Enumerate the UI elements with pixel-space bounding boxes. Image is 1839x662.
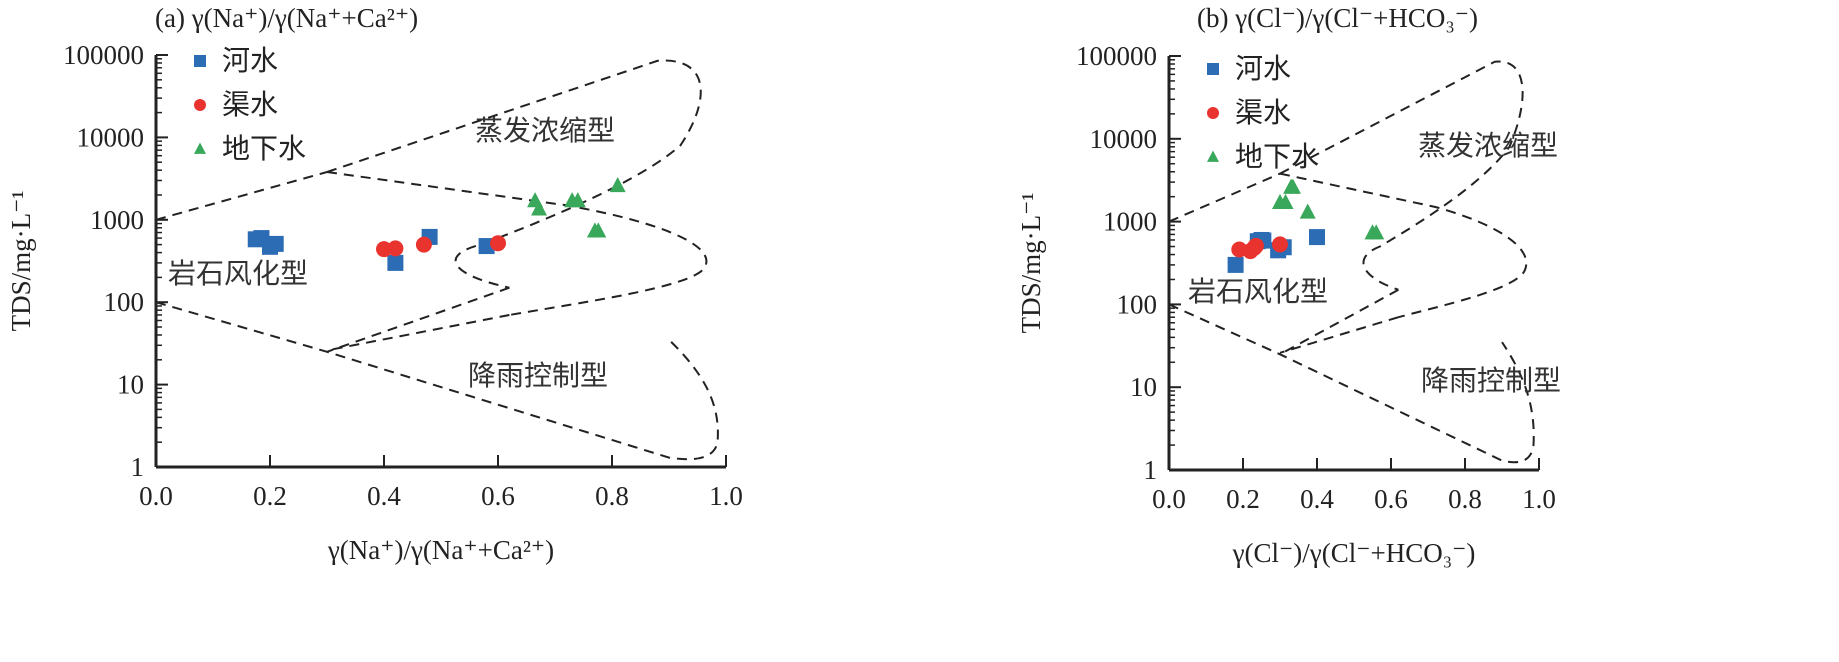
y-tick-label: 1	[131, 452, 145, 482]
x-tick-label: 0.2	[253, 481, 287, 511]
region-boundary-dashed	[326, 59, 702, 289]
x-tick-label: 0.6	[481, 481, 515, 511]
region-label: 蒸发浓缩型	[1418, 129, 1558, 162]
x-tick-label: 0.0	[139, 481, 173, 511]
region-label: 岩石风化型	[1188, 275, 1328, 308]
x-tick-label: 0.4	[367, 481, 401, 511]
region-boundary-dashed	[155, 301, 719, 461]
x-axis-title: γ(Na⁺)/γ(Na⁺+Ca²⁺)	[327, 535, 554, 565]
y-tick-label: 100	[1117, 289, 1158, 319]
chart-title: (a) γ(Na⁺)/γ(Na⁺+Ca²⁺)	[155, 3, 418, 33]
data-point-circle	[490, 235, 506, 252]
region-boundary-dashed	[326, 171, 708, 316]
data-point-square	[1227, 256, 1244, 273]
region-boundary-dashed	[1168, 172, 1281, 223]
x-axis-title: γ(Cl⁻)/γ(Cl⁻+HCO₃⁻)	[1232, 538, 1476, 568]
y-axis-title: TDS/mg·L⁻¹	[6, 191, 36, 332]
data-point-circle	[1272, 236, 1288, 253]
y-tick-label: 1000	[90, 205, 144, 235]
y-tick-label: 1	[1144, 455, 1158, 485]
data-point-triangle	[569, 192, 586, 208]
region-boundary-dashed	[326, 286, 510, 353]
data-point-triangle	[1299, 203, 1316, 219]
legend-label: 渠水	[1235, 96, 1291, 129]
region-boundary-dashed	[1279, 288, 1399, 356]
legend-marker-triangle	[1207, 150, 1219, 162]
data-point-circle	[415, 236, 432, 253]
x-tick-label: 1.0	[1522, 484, 1556, 514]
y-axis-title: TDS/mg·L⁻¹	[1016, 193, 1046, 334]
y-tick-label: 1000	[1103, 207, 1157, 237]
data-point-circle	[1247, 237, 1264, 254]
data-point-triangle	[1284, 178, 1301, 194]
region-label: 蒸发浓缩型	[475, 114, 615, 147]
legend-label: 地下水	[1235, 140, 1319, 173]
data-point-triangle	[1368, 224, 1385, 240]
legend-label: 渠水	[222, 88, 278, 121]
chart-title: (b) γ(Cl⁻)/γ(Cl⁻+HCO₃⁻)	[1197, 3, 1478, 33]
region-label: 降雨控制型	[1421, 364, 1561, 397]
data-point-triangle	[531, 200, 548, 216]
region-boundary-dashed	[326, 314, 510, 352]
legend-marker-circle	[194, 99, 206, 111]
y-tick-label: 100	[104, 287, 145, 317]
y-tick-label: 10000	[77, 122, 145, 152]
y-tick-label: 100000	[1076, 41, 1157, 71]
data-point-circle	[387, 240, 404, 257]
legend-label: 地下水	[222, 132, 306, 165]
region-boundary-dashed	[1168, 303, 1535, 464]
x-tick-label: 0.8	[1448, 484, 1482, 514]
region-label: 降雨控制型	[468, 359, 608, 392]
data-point-circle	[376, 241, 392, 258]
y-tick-label: 10	[117, 370, 144, 400]
y-tick-label: 10	[1130, 372, 1157, 402]
legend-marker-square	[1207, 63, 1219, 75]
data-point-square	[267, 235, 284, 252]
x-tick-label: 0.0	[1152, 484, 1186, 514]
data-point-triangle	[590, 222, 607, 238]
data-point-square	[1309, 229, 1325, 246]
x-tick-label: 0.2	[1226, 484, 1260, 514]
region-boundary-dashed	[1279, 60, 1524, 291]
y-tick-label: 10000	[1090, 124, 1158, 154]
region-boundary-dashed	[1279, 316, 1399, 354]
x-tick-label: 0.4	[1300, 484, 1334, 514]
panel-b-chart: (b) γ(Cl⁻)/γ(Cl⁻+HCO₃⁻) 0.0 0.2 0.4 0.6 0.8 1.…	[1016, 3, 1561, 568]
legend-marker-circle	[1207, 107, 1219, 119]
data-point-triangle	[1277, 193, 1294, 209]
legend-marker-square	[194, 55, 206, 67]
x-tick-label: 0.8	[595, 481, 629, 511]
region-boundary-dashed	[155, 171, 328, 221]
legend-label: 河水	[1235, 52, 1291, 85]
region-boundary-dashed	[1279, 172, 1528, 319]
data-point-triangle	[609, 176, 626, 193]
legend-marker-triangle	[194, 142, 206, 154]
y-tick-label: 100000	[63, 40, 144, 70]
legend-label: 河水	[222, 44, 278, 77]
x-tick-label: 1.0	[709, 481, 743, 511]
panel-a-chart: (a) γ(Na⁺)/γ(Na⁺+Ca²⁺) 0.0 0.2 0.4 0.6 0.8 1.0…	[6, 3, 743, 565]
region-label: 岩石风化型	[168, 257, 308, 290]
x-tick-label: 0.6	[1374, 484, 1408, 514]
data-point-square	[387, 254, 404, 271]
